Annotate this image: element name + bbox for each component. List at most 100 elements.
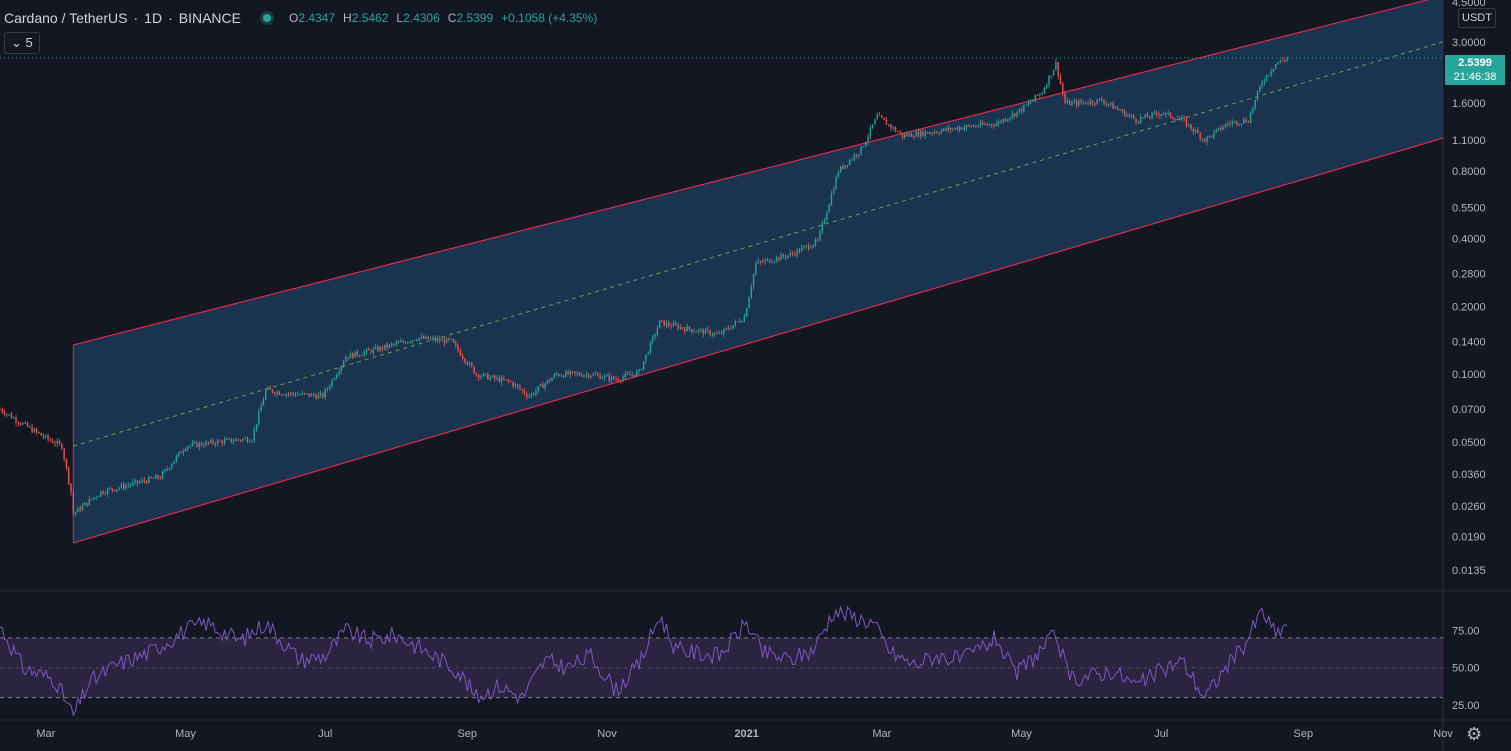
candle-body xyxy=(308,393,310,397)
candle xyxy=(881,114,883,119)
candle-body xyxy=(963,127,965,130)
candle xyxy=(938,131,940,136)
candle-body xyxy=(656,328,659,335)
candle-body xyxy=(221,441,223,444)
candle-body xyxy=(961,127,963,130)
candle-body xyxy=(947,127,949,131)
candle-body xyxy=(400,340,402,343)
candle xyxy=(164,468,166,473)
candle-body xyxy=(1139,117,1142,122)
candle-body xyxy=(97,495,100,498)
candle-body xyxy=(796,249,798,256)
candle-body xyxy=(104,493,107,495)
candle-body xyxy=(306,393,308,395)
candle xyxy=(100,490,102,498)
candle xyxy=(93,497,95,501)
candle xyxy=(759,260,762,265)
symbol-pair[interactable]: Cardano / TetherUS xyxy=(4,10,128,26)
last-price-value: 2.5399 xyxy=(1458,57,1492,69)
candle xyxy=(945,126,947,132)
candle xyxy=(283,393,285,396)
candle xyxy=(306,393,308,395)
candle-body xyxy=(608,375,610,381)
price-axis-tick-label: 0.2000 xyxy=(1452,301,1486,313)
candle-body xyxy=(487,373,489,380)
candle-body xyxy=(759,261,762,263)
time-axis-tick-label: Sep xyxy=(1293,728,1313,740)
candle xyxy=(617,377,620,382)
candle-body xyxy=(148,476,150,484)
candle xyxy=(232,437,235,445)
price-axis-tick-label: 3.0000 xyxy=(1452,37,1486,49)
candle-body xyxy=(441,339,443,341)
candle xyxy=(583,374,585,378)
time-axis-tick-label: Jul xyxy=(1154,728,1168,740)
rsi-axis-tick-label: 25.00 xyxy=(1452,700,1480,712)
candle-body xyxy=(1073,101,1075,103)
candle-body xyxy=(782,254,785,257)
candle xyxy=(606,373,608,377)
candle xyxy=(1208,135,1211,139)
candle-body xyxy=(929,132,931,134)
candle xyxy=(294,392,297,398)
candle-body xyxy=(851,159,853,161)
candle xyxy=(1105,101,1107,108)
candle xyxy=(246,436,249,444)
candle-body xyxy=(1194,129,1197,132)
candle-body xyxy=(413,340,416,342)
candle-body xyxy=(1197,129,1199,134)
candle xyxy=(745,307,748,318)
candle xyxy=(1002,118,1004,125)
candle-body xyxy=(688,326,691,330)
gear-icon[interactable]: ⚙ xyxy=(1466,724,1483,744)
candle xyxy=(1046,83,1048,89)
candle-body xyxy=(164,469,166,472)
candle xyxy=(658,320,661,329)
candle xyxy=(6,413,8,418)
candle xyxy=(255,424,258,433)
candle-body xyxy=(830,193,833,205)
candle xyxy=(427,336,430,340)
candle xyxy=(70,483,72,496)
low-value: 2.4306 xyxy=(403,11,440,25)
candle xyxy=(922,129,924,138)
candle-body xyxy=(649,341,652,353)
candle-body xyxy=(423,336,425,339)
interval-label[interactable]: 1D xyxy=(144,10,163,26)
candle xyxy=(450,338,452,341)
candle-body xyxy=(521,389,523,391)
candle xyxy=(581,372,583,378)
candle-body xyxy=(365,349,368,352)
candle-body xyxy=(1226,123,1229,125)
currency-button[interactable]: USDT xyxy=(1458,8,1496,28)
candle xyxy=(711,331,714,338)
candle xyxy=(624,371,626,381)
candle xyxy=(537,386,539,394)
candle xyxy=(1261,79,1263,89)
candle xyxy=(35,427,38,435)
candle xyxy=(716,330,718,335)
candle-body xyxy=(1165,112,1167,115)
candle-body xyxy=(145,481,148,484)
candle xyxy=(512,380,514,389)
candle-body xyxy=(800,247,803,252)
candle-body xyxy=(260,405,262,412)
candle xyxy=(393,343,395,348)
candle xyxy=(166,465,168,472)
candle xyxy=(539,383,542,387)
candle-body xyxy=(876,114,878,120)
candle xyxy=(574,371,576,377)
candle xyxy=(1068,99,1071,106)
candle xyxy=(551,376,553,382)
candle-body xyxy=(652,336,654,342)
indicators-toggle-button[interactable]: ⌄ 5 xyxy=(4,32,40,54)
candle-body xyxy=(764,260,766,263)
candle-body xyxy=(888,124,890,126)
candle xyxy=(15,414,17,426)
candle xyxy=(253,425,255,444)
candle-body xyxy=(1213,131,1215,137)
candle-body xyxy=(1277,62,1279,64)
candle-body xyxy=(668,322,670,326)
candle-body xyxy=(1247,121,1250,123)
